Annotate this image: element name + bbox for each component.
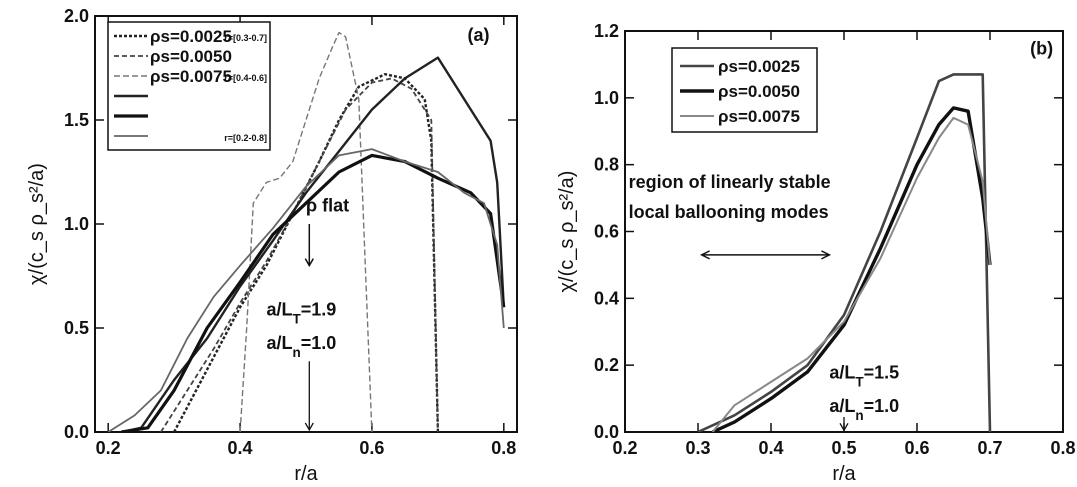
y-tick-label: 1.0: [594, 88, 619, 108]
x-tick-label: 0.4: [758, 438, 783, 458]
arrow-head: [304, 258, 314, 268]
series-line: [121, 153, 506, 432]
y-tick-label: 1.0: [64, 214, 89, 234]
y-axis-label: χ/(c_s ρ_s²/a): [556, 171, 578, 293]
x-tick-label: 0.6: [359, 438, 384, 458]
legend-box: [107, 21, 271, 151]
x-tick-label: 0.2: [612, 438, 637, 458]
y-tick-label: 0.0: [64, 422, 89, 442]
series-line: [711, 116, 991, 432]
legend-range: r=[0.2-0.8]: [224, 133, 267, 143]
legend-label: ρs=0.0025: [718, 57, 800, 76]
panel-b: 0.00.20.40.60.81.01.20.2 0.3 0.4 0.5 0.6 0.7 0…: [556, 21, 1076, 485]
legend-range: r=[0.3-0.7]: [224, 33, 267, 43]
x-tick-label: 0.5: [831, 438, 856, 458]
x-tick-label: 0.6: [904, 438, 929, 458]
arrow-head: [304, 422, 314, 432]
legend-label: ρs=0.0075: [150, 67, 232, 86]
y-tick-label: 1.2: [594, 21, 619, 41]
arrow-head: [839, 423, 849, 432]
annotation: (b): [1030, 38, 1053, 58]
series-line: [711, 106, 992, 432]
arrow-head: [699, 250, 710, 260]
series-line: [121, 56, 505, 432]
arrow-head: [821, 250, 832, 260]
x-tick-label: 0.7: [977, 438, 1002, 458]
y-tick-label: 0.4: [594, 288, 619, 308]
legend-label: ρs=0.0075: [718, 107, 800, 126]
y-tick-label: 1.5: [64, 110, 89, 130]
annotation: (a): [468, 25, 490, 45]
annotation: a/Ln=1.0: [266, 333, 336, 360]
legend-label: ρs=0.0050: [150, 47, 232, 66]
series-line: [239, 31, 373, 432]
panel-a: 0.0 0.5 1.0 1.5 2.0 0.2 0.4 0.6 0.8 r/a χ/(c_s ρ_s…: [26, 6, 518, 485]
x-tick-label: 0.2: [96, 438, 121, 458]
y-tick-label: 0.8: [594, 155, 619, 175]
series-line: [697, 73, 992, 432]
x-tick-label: 0.8: [1050, 438, 1075, 458]
annotation: local ballooning modes: [629, 202, 829, 222]
series-line: [160, 77, 439, 432]
x-axis-label: r/a: [294, 463, 318, 485]
y-tick-label: 0.2: [594, 355, 619, 375]
legend-label: ρs=0.0050: [718, 82, 800, 101]
annotation: ρ flat: [306, 196, 349, 216]
legend-label: ρs=0.0025: [150, 27, 232, 46]
annotation: region of linearly stable: [629, 172, 831, 192]
y-tick-label: 0.0: [594, 422, 619, 442]
annotation: a/Ln=1.0: [829, 396, 899, 423]
y-tick-label: 0.5: [64, 318, 89, 338]
series-line: [107, 148, 505, 432]
y-tick-label: 2.0: [64, 6, 89, 26]
annotation: a/LT=1.5: [829, 363, 899, 390]
x-tick-label: 0.3: [685, 438, 710, 458]
annotation: a/LT=1.9: [266, 300, 336, 327]
y-axis-label: χ/(c_s ρ_s²/a): [26, 163, 48, 285]
x-tick-label: 0.8: [491, 438, 516, 458]
legend-range: r=[0.4-0.6]: [224, 73, 267, 83]
y-tick-label: 0.6: [594, 222, 619, 242]
x-axis-label: r/a: [832, 463, 856, 485]
x-tick-label: 0.4: [228, 438, 253, 458]
